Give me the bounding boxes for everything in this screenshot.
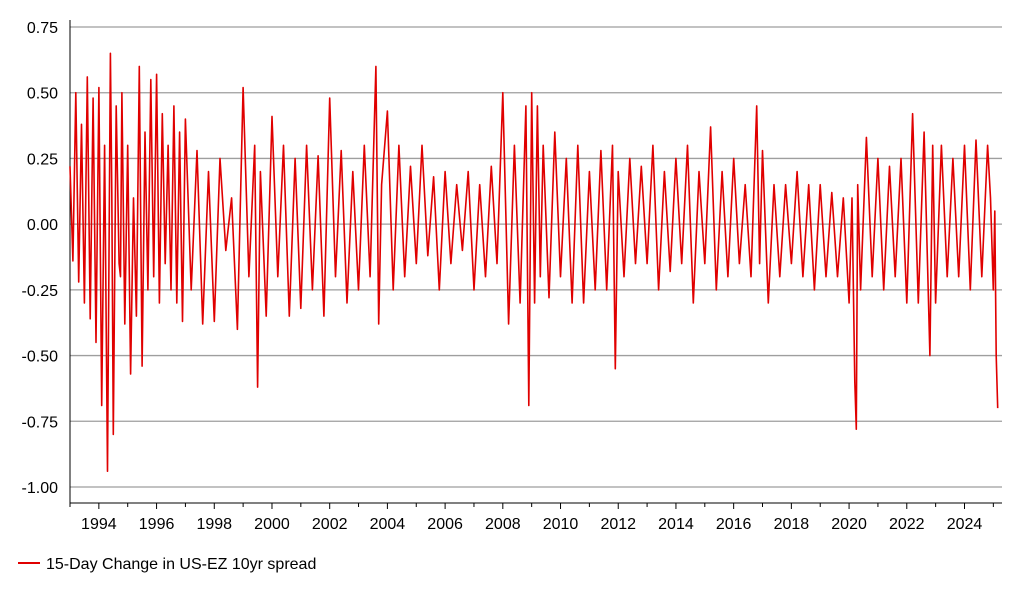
x-tick-label: 2016 [716, 516, 752, 533]
x-tick-label: 2006 [427, 516, 463, 533]
axis-layer: 0.75 0.50 0.25 0.00 -0.25 -0.50 -0.75 -1.00 1994… [22, 20, 1002, 533]
y-tick-label: -0.75 [22, 414, 59, 431]
legend-label-series-1: 15-Day Change in US-EZ 10yr spread [46, 556, 316, 573]
x-tick-label: 2000 [254, 516, 290, 533]
y-tick-label: -1.00 [22, 480, 59, 497]
y-tick-label: -0.50 [22, 349, 59, 366]
y-tick-label: 0.25 [27, 151, 58, 168]
y-tick-label: 0.75 [27, 20, 58, 37]
x-tick-label: 2014 [658, 516, 694, 533]
x-tick-label: 1994 [81, 516, 117, 533]
x-tick-label: 2010 [543, 516, 579, 533]
x-tick-label: 2008 [485, 516, 521, 533]
x-tick-label: 1996 [139, 516, 175, 533]
series-line-1 [69, 52, 999, 472]
y-tick-label: -0.25 [22, 283, 59, 300]
series-layer [69, 52, 999, 472]
x-tick-label: 1998 [196, 516, 232, 533]
x-tick-label: 2022 [889, 516, 925, 533]
x-tick-label: 2012 [600, 516, 636, 533]
x-tick-label: 2024 [947, 516, 983, 533]
x-tick-label: 2018 [774, 516, 810, 533]
y-tick-label: 0.50 [27, 86, 58, 103]
x-tick-label: 2020 [831, 516, 867, 533]
x-tick-label: 2002 [312, 516, 348, 533]
y-tick-label: 0.00 [27, 217, 58, 234]
x-tick-label: 2004 [370, 516, 406, 533]
legend: 15-Day Change in US-EZ 10yr spread [18, 556, 316, 573]
